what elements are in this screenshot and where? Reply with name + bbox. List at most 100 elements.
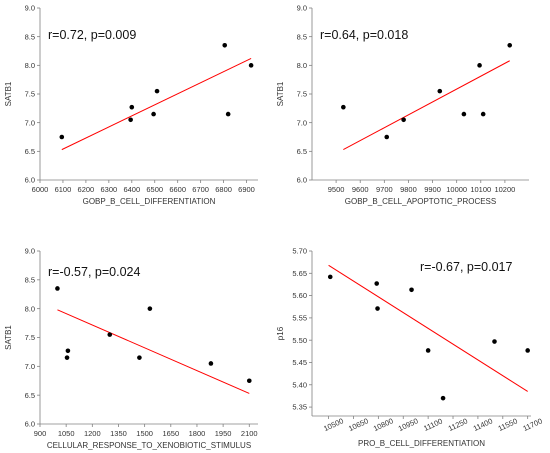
y-tick-label: 5.70 bbox=[292, 247, 307, 256]
y-tick-label: 7.5 bbox=[25, 333, 35, 342]
data-point bbox=[226, 112, 231, 117]
y-tick-label: 8.5 bbox=[297, 32, 307, 41]
data-point bbox=[129, 105, 134, 110]
x-tick-label: 11250 bbox=[447, 416, 469, 433]
data-point bbox=[137, 355, 142, 360]
regression-line bbox=[329, 265, 528, 391]
data-point bbox=[375, 306, 380, 311]
correlation-annotation: r=-0.57, p=0.024 bbox=[48, 265, 140, 279]
x-tick-label: 6700 bbox=[192, 185, 209, 194]
x-axis-label: GOBP_B_CELL_DIFFERENTIATION bbox=[83, 197, 216, 206]
data-point bbox=[328, 275, 333, 280]
y-tick-label: 9.0 bbox=[25, 247, 35, 256]
x-tick-label: 900 bbox=[34, 429, 47, 438]
y-tick-label: 5.50 bbox=[292, 336, 307, 345]
x-tick-label: 10650 bbox=[347, 416, 370, 433]
x-tick-label: 10000 bbox=[446, 185, 467, 194]
x-tick-label: 6100 bbox=[55, 185, 72, 194]
y-tick-label: 9.0 bbox=[297, 4, 307, 13]
x-tick-label: 6600 bbox=[169, 185, 186, 194]
x-tick-label: 9600 bbox=[352, 185, 369, 194]
x-tick-label: 9700 bbox=[376, 185, 393, 194]
y-tick-label: 8.0 bbox=[25, 61, 35, 70]
x-tick-label: 10500 bbox=[322, 416, 345, 433]
x-tick-label: 1950 bbox=[215, 429, 232, 438]
x-tick-label: 10950 bbox=[397, 416, 420, 433]
data-point bbox=[462, 112, 467, 117]
y-tick-label: 5.45 bbox=[292, 358, 307, 367]
y-tick-label: 7.5 bbox=[25, 90, 35, 99]
scatter-panel-4: 5.35 5.40 5.45 5.50 5.55 5.60 5.65 5.70 10500 106… bbox=[276, 247, 544, 448]
y-tick-label: 7.0 bbox=[25, 118, 35, 127]
y-tick-label: 7.5 bbox=[297, 90, 307, 99]
y-tick-label: 8.0 bbox=[25, 304, 35, 313]
y-axis-label: SATB1 bbox=[276, 81, 285, 106]
y-axis-label: p16 bbox=[276, 326, 285, 340]
y-tick-label: 8.5 bbox=[25, 32, 35, 41]
y-tick-label: 6.0 bbox=[25, 176, 35, 185]
data-point bbox=[148, 306, 153, 311]
x-tick-label: 10800 bbox=[372, 416, 395, 433]
data-point bbox=[155, 89, 160, 94]
y-tick-label: 7.0 bbox=[297, 118, 307, 127]
data-point bbox=[437, 89, 442, 94]
x-tick-label: 1050 bbox=[58, 429, 75, 438]
x-tick-label: 1200 bbox=[84, 429, 101, 438]
data-point bbox=[492, 339, 497, 344]
regression-line bbox=[62, 58, 251, 149]
x-tick-label: 11100 bbox=[422, 416, 444, 433]
y-tick-label: 9.0 bbox=[25, 4, 35, 13]
x-tick-label: 6300 bbox=[100, 185, 117, 194]
data-point bbox=[441, 396, 446, 401]
data-point bbox=[374, 281, 379, 286]
correlation-annotation: r=0.64, p=0.018 bbox=[320, 28, 408, 42]
x-tick-label: 1500 bbox=[136, 429, 153, 438]
data-point bbox=[247, 378, 252, 383]
data-point bbox=[481, 112, 486, 117]
data-point bbox=[128, 118, 133, 123]
x-tick-label: 11700 bbox=[522, 416, 544, 433]
y-tick-label: 5.40 bbox=[292, 380, 307, 389]
x-tick-label: 6800 bbox=[215, 185, 232, 194]
data-point bbox=[341, 105, 346, 110]
data-point bbox=[525, 348, 530, 353]
scatter-panel-3: 6.0 6.5 7.0 7.5 8.0 8.5 9.0 900 1050 1200 1350 1500… bbox=[4, 247, 258, 450]
y-tick-label: 7.0 bbox=[25, 362, 35, 371]
y-tick-label: 6.0 bbox=[297, 176, 307, 185]
x-tick-label: 6900 bbox=[238, 185, 255, 194]
data-point bbox=[384, 135, 389, 140]
data-point bbox=[66, 348, 71, 353]
y-tick-label: 8.0 bbox=[297, 61, 307, 70]
x-tick-label: 6200 bbox=[78, 185, 95, 194]
data-point bbox=[107, 332, 112, 337]
x-tick-label: 6400 bbox=[123, 185, 140, 194]
y-tick-label: 6.5 bbox=[297, 147, 307, 156]
x-tick-label: 11400 bbox=[472, 416, 494, 433]
x-tick-label: 6500 bbox=[146, 185, 163, 194]
y-axis-label: SATB1 bbox=[4, 81, 13, 106]
data-point bbox=[151, 112, 156, 117]
x-tick-label: 2100 bbox=[241, 429, 258, 438]
x-tick-label: 11550 bbox=[497, 416, 519, 433]
x-axis-label: CELLULAR_RESPONSE_TO_XENOBIOTIC_STIMULUS bbox=[47, 441, 251, 450]
y-tick-label: 5.60 bbox=[292, 291, 307, 300]
y-axis-label: SATB1 bbox=[4, 325, 13, 350]
x-tick-label: 10200 bbox=[494, 185, 515, 194]
x-tick-label: 1800 bbox=[189, 429, 206, 438]
scatter-panel-2: 6.0 6.5 7.0 7.5 8.0 8.5 9.0 9500 9600 9700 9800 990… bbox=[276, 4, 529, 206]
x-tick-label: 1350 bbox=[110, 429, 127, 438]
data-point bbox=[222, 43, 227, 48]
x-axis-label: PRO_B_CELL_DIFFERENTIATION bbox=[358, 439, 485, 448]
correlation-annotation: r=0.72, p=0.009 bbox=[48, 28, 136, 42]
data-point bbox=[209, 361, 214, 366]
y-tick-label: 6.5 bbox=[25, 391, 35, 400]
x-tick-label: 6000 bbox=[32, 185, 49, 194]
data-point bbox=[507, 43, 512, 48]
x-tick-label: 9900 bbox=[424, 185, 441, 194]
correlation-annotation: r=-0.67, p=0.017 bbox=[420, 260, 512, 274]
y-tick-label: 5.65 bbox=[292, 269, 307, 278]
y-tick-label: 5.55 bbox=[292, 313, 307, 322]
scatter-panel-1: 6.0 6.5 7.0 7.5 8.0 8.5 9.0 6000 6100 6200 6300 640… bbox=[4, 4, 258, 206]
x-axis-label: GOBP_B_CELL_APOPTOTIC_PROCESS bbox=[345, 197, 496, 206]
